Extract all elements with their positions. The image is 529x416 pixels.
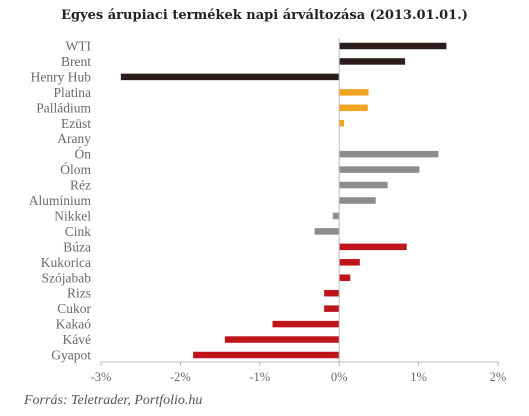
x-tick-label-5: 2% [490,370,507,384]
category-label-20: Gyapot [51,348,91,363]
category-label-5: Ezüst [61,116,91,131]
bar-8 [339,166,420,173]
source-note: Forrás: Teletrader, Portfolio.hu [24,393,203,408]
x-tick-label-2: -1% [249,370,270,384]
category-label-7: Ón [75,147,92,162]
bar-3 [339,89,369,96]
category-label-16: Rizs [67,286,91,301]
x-ticks-group: -3% -2% -1% 0% 1% 2% [91,362,507,384]
bar-7 [339,150,439,158]
category-label-6: Arany [57,131,91,146]
category-label-9: Réz [70,178,91,193]
bar-12 [314,228,340,235]
bar-18 [272,320,340,328]
category-label-11: Nikkel [54,208,91,223]
category-label-15: Szójabab [42,270,92,285]
x-tick-label-3: 0% [331,370,348,384]
category-label-12: Cink [65,224,92,239]
bar-11 [332,212,340,220]
bar-17 [324,305,340,312]
bar-1 [339,58,406,65]
x-tick-label-4: 1% [410,370,427,384]
category-label-14: Kukorica [41,255,91,270]
bar-2 [120,73,340,81]
bar-20 [193,351,340,359]
bar-16 [324,289,340,297]
category-label-18: Kakaó [56,317,91,332]
category-label-1: Brent [61,54,91,69]
bar-10 [339,197,376,204]
category-label-8: Ólom [60,162,91,177]
bar-0 [339,42,447,50]
bar-19 [224,336,340,343]
bar-15 [339,274,351,281]
category-label-3: Platina [54,85,92,100]
category-label-0: WTI [66,39,92,54]
bar-9 [339,181,388,189]
chart-title: Egyes árupiaci termékek napi árváltozása… [61,8,468,23]
category-label-2: Henry Hub [31,69,92,84]
category-label-13: Búza [63,239,91,254]
bar-5 [339,120,344,127]
x-tick-label-1: -2% [170,370,191,384]
bar-14 [339,259,360,266]
category-label-17: Cukor [57,301,91,316]
category-label-10: Alumínium [29,193,92,208]
bar-13 [339,243,407,251]
category-label-4: Palládium [36,100,91,115]
category-label-19: Kávé [63,332,91,347]
bar-4 [339,104,368,112]
bars-group [120,42,447,359]
x-tick-label-0: -3% [91,370,112,384]
